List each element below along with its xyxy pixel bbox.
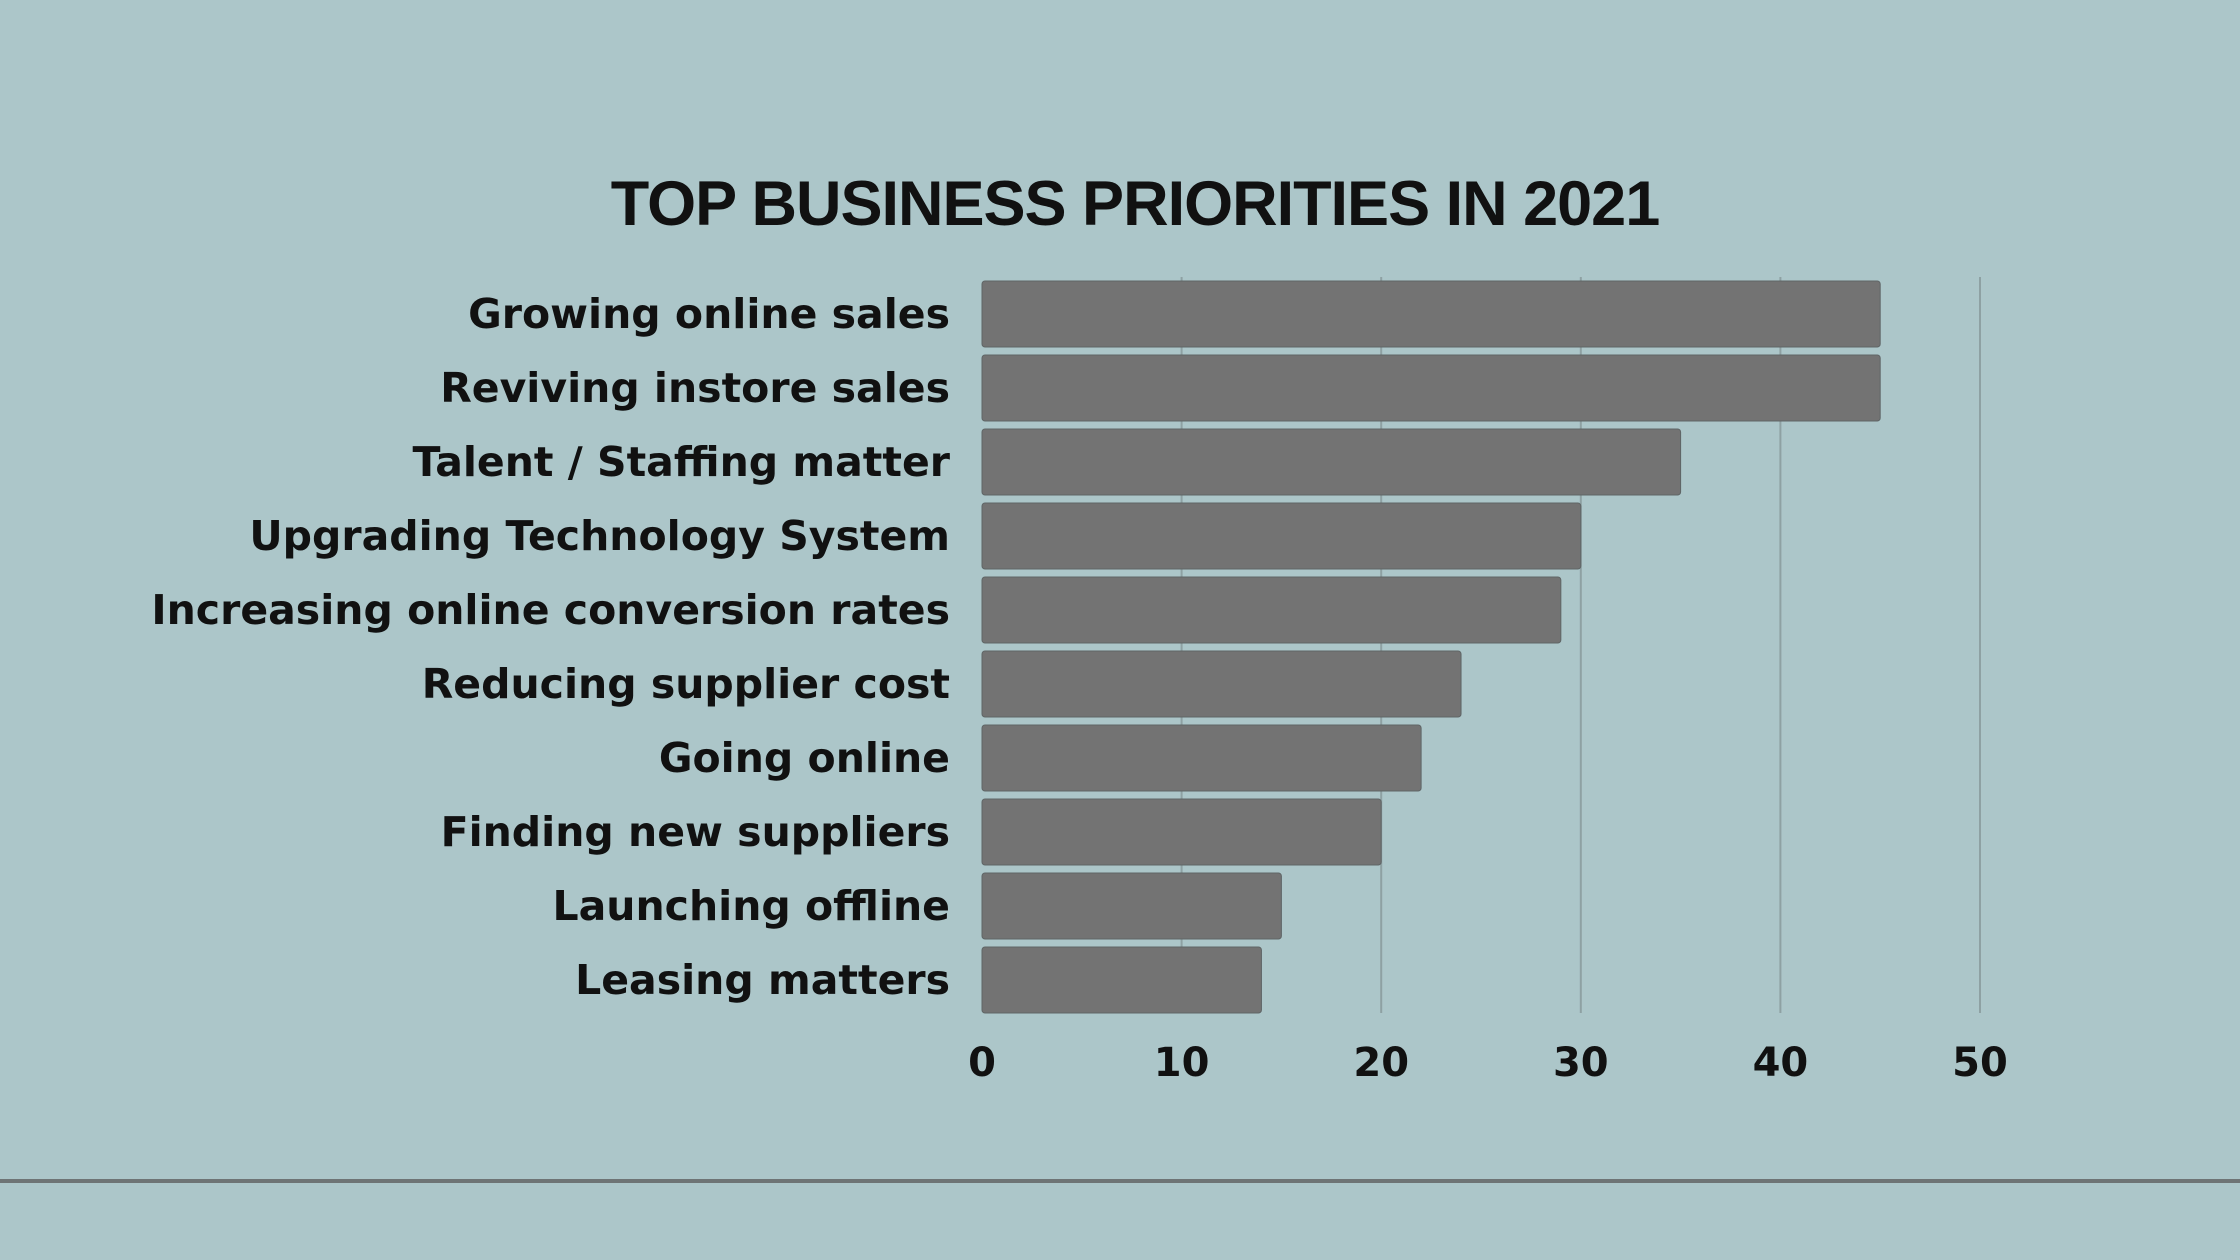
- bar: [981, 724, 1422, 792]
- footer-divider: [0, 1179, 2240, 1183]
- bar: [981, 798, 1382, 866]
- category-label: Growing online sales: [468, 290, 950, 338]
- category-label: Upgrading Technology System: [249, 512, 950, 560]
- x-tick-label: 40: [1753, 1040, 1809, 1086]
- bar: [981, 946, 1262, 1014]
- category-label: Reducing supplier cost: [422, 660, 950, 708]
- chart-title: TOP BUSINESS PRIORITIES IN 2021: [610, 169, 1661, 239]
- bar: [981, 354, 1881, 422]
- x-axis-tick-labels: 0 10 20 30 40 50: [968, 1040, 2008, 1086]
- bar: [981, 872, 1282, 940]
- category-label: Finding new suppliers: [441, 808, 950, 856]
- category-label: Increasing online conversion rates: [151, 586, 950, 634]
- category-label: Reviving instore sales: [440, 364, 950, 412]
- bar: [981, 280, 1881, 348]
- category-label: Going online: [659, 734, 950, 782]
- x-tick-label: 0: [968, 1040, 996, 1086]
- bar: [981, 576, 1562, 644]
- x-tick-label: 20: [1353, 1040, 1409, 1086]
- bar: [981, 650, 1462, 718]
- x-tick-label: 10: [1154, 1040, 1210, 1086]
- bars: [981, 280, 1881, 1014]
- bar: [981, 502, 1582, 570]
- category-labels: Growing online sales Reviving instore sal…: [151, 290, 950, 1004]
- x-tick-label: 30: [1553, 1040, 1609, 1086]
- x-tick-label: 50: [1952, 1040, 2008, 1086]
- category-label: Leasing matters: [575, 956, 950, 1004]
- bar: [981, 428, 1682, 496]
- category-label: Launching offline: [552, 882, 950, 930]
- category-label: Talent / Staffing matter: [413, 438, 951, 486]
